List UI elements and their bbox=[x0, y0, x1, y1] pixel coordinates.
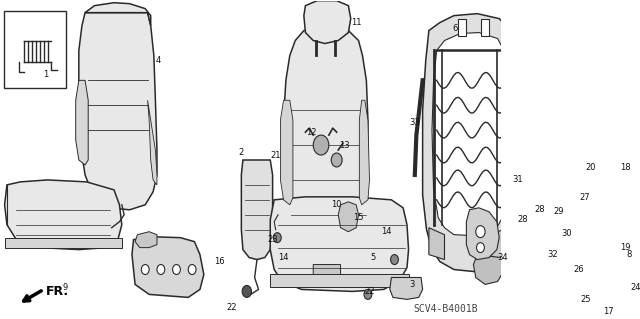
Circle shape bbox=[604, 200, 616, 216]
Text: 5: 5 bbox=[370, 253, 375, 262]
Circle shape bbox=[157, 264, 164, 274]
Polygon shape bbox=[270, 274, 408, 287]
Circle shape bbox=[173, 264, 180, 274]
Circle shape bbox=[313, 135, 329, 155]
Text: 14: 14 bbox=[278, 253, 289, 262]
Circle shape bbox=[273, 233, 281, 243]
Polygon shape bbox=[429, 228, 445, 260]
Polygon shape bbox=[592, 175, 627, 240]
Text: 11: 11 bbox=[351, 18, 362, 27]
Polygon shape bbox=[359, 100, 369, 205]
Circle shape bbox=[515, 175, 531, 195]
Polygon shape bbox=[474, 255, 505, 285]
Text: 26: 26 bbox=[573, 265, 584, 274]
Polygon shape bbox=[270, 197, 408, 292]
Polygon shape bbox=[492, 228, 507, 262]
Text: 12: 12 bbox=[307, 128, 317, 137]
Text: 1: 1 bbox=[44, 70, 49, 79]
Text: 18: 18 bbox=[620, 163, 631, 173]
Text: 23: 23 bbox=[268, 235, 278, 244]
Circle shape bbox=[584, 263, 593, 276]
Text: 10: 10 bbox=[332, 200, 342, 209]
Text: 30: 30 bbox=[561, 229, 572, 238]
Circle shape bbox=[477, 243, 484, 253]
Text: 32: 32 bbox=[548, 250, 559, 259]
Polygon shape bbox=[467, 208, 499, 260]
Polygon shape bbox=[313, 264, 340, 279]
Text: 15: 15 bbox=[353, 213, 364, 222]
Text: 25: 25 bbox=[580, 295, 590, 304]
Polygon shape bbox=[4, 180, 122, 249]
Polygon shape bbox=[241, 160, 273, 260]
Text: 6: 6 bbox=[452, 24, 458, 33]
Polygon shape bbox=[588, 175, 598, 198]
Circle shape bbox=[534, 222, 546, 238]
Polygon shape bbox=[284, 27, 368, 271]
Polygon shape bbox=[4, 238, 122, 248]
Text: 28: 28 bbox=[517, 215, 528, 224]
Circle shape bbox=[364, 289, 372, 300]
Circle shape bbox=[476, 226, 485, 238]
Circle shape bbox=[570, 257, 580, 271]
Polygon shape bbox=[132, 237, 204, 297]
Circle shape bbox=[550, 213, 561, 227]
Circle shape bbox=[390, 255, 398, 264]
Text: 3: 3 bbox=[410, 280, 415, 289]
Text: 17: 17 bbox=[604, 307, 614, 316]
Circle shape bbox=[581, 253, 589, 263]
Text: FR.: FR. bbox=[46, 285, 69, 298]
Circle shape bbox=[583, 306, 591, 316]
Polygon shape bbox=[432, 33, 509, 236]
Polygon shape bbox=[4, 11, 67, 88]
Text: 33: 33 bbox=[410, 118, 420, 127]
Circle shape bbox=[141, 264, 149, 274]
Text: 19: 19 bbox=[621, 243, 631, 252]
Circle shape bbox=[588, 234, 598, 246]
Text: 14: 14 bbox=[381, 227, 392, 236]
Text: 13: 13 bbox=[339, 141, 350, 150]
Circle shape bbox=[518, 215, 534, 235]
Text: 2: 2 bbox=[239, 147, 244, 157]
Text: 22: 22 bbox=[364, 287, 375, 296]
Polygon shape bbox=[304, 1, 351, 43]
Polygon shape bbox=[135, 232, 157, 248]
Circle shape bbox=[590, 249, 599, 261]
Text: SCV4-B4001B: SCV4-B4001B bbox=[413, 304, 478, 314]
Polygon shape bbox=[76, 80, 88, 165]
Circle shape bbox=[242, 286, 252, 297]
Text: 21: 21 bbox=[271, 151, 281, 160]
Polygon shape bbox=[85, 3, 150, 26]
Polygon shape bbox=[422, 14, 516, 271]
Polygon shape bbox=[458, 19, 465, 35]
Polygon shape bbox=[524, 195, 584, 257]
Text: 29: 29 bbox=[554, 207, 564, 216]
Circle shape bbox=[621, 273, 630, 286]
Text: 31: 31 bbox=[513, 175, 524, 184]
Text: 8: 8 bbox=[626, 250, 632, 259]
Text: 28: 28 bbox=[534, 205, 545, 214]
Text: 22: 22 bbox=[226, 303, 236, 312]
Text: 34: 34 bbox=[497, 253, 508, 262]
Polygon shape bbox=[280, 100, 293, 205]
Text: 4: 4 bbox=[156, 56, 161, 65]
Text: 20: 20 bbox=[586, 163, 596, 173]
Circle shape bbox=[188, 264, 196, 274]
Polygon shape bbox=[481, 19, 489, 35]
Polygon shape bbox=[79, 13, 157, 210]
Circle shape bbox=[522, 220, 530, 230]
Circle shape bbox=[547, 239, 556, 251]
Circle shape bbox=[558, 231, 569, 245]
Text: 27: 27 bbox=[580, 193, 591, 202]
Text: 9: 9 bbox=[62, 283, 67, 292]
Circle shape bbox=[332, 153, 342, 167]
Polygon shape bbox=[390, 278, 422, 300]
Polygon shape bbox=[338, 202, 358, 232]
Text: 16: 16 bbox=[214, 257, 225, 266]
Polygon shape bbox=[148, 100, 157, 185]
Text: 24: 24 bbox=[630, 283, 640, 292]
